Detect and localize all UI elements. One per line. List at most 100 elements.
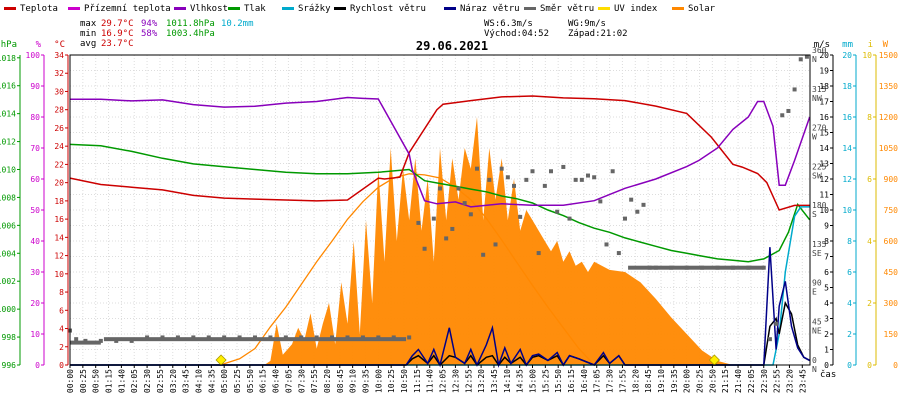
info-ws: WS:6.3m/s — [484, 19, 533, 29]
direction-compass-label: SE — [812, 249, 822, 258]
axis-unit: mm — [842, 40, 853, 50]
wind-direction-point — [623, 216, 627, 221]
wind-direction-point — [561, 164, 566, 169]
direction-degree-label: 270 — [812, 124, 827, 133]
wind-direction-point — [499, 166, 504, 171]
axis-tick-label: 0 — [893, 361, 898, 370]
legend-item: Tlak — [228, 4, 266, 14]
direction-compass-label: N — [812, 55, 817, 64]
right-axis: mm 0 2 4 6 8 10 12 14 16 18 20 — [842, 40, 857, 370]
wind-direction-point — [416, 220, 421, 225]
x-tick-label: 12:30 — [451, 369, 460, 393]
x-tick-label: 01:40 — [117, 369, 126, 393]
axis-tick-label: 1000 — [0, 305, 16, 314]
axis-tick-label: 4 — [824, 299, 829, 308]
x-tick-label: 02:55 — [156, 369, 165, 393]
x-tick-label: 15:50 — [554, 369, 563, 393]
axis-tick-label: 998 — [2, 333, 17, 342]
wind-direction-point — [487, 177, 492, 182]
legend-item: Srážky — [282, 4, 331, 14]
axis-tick-label: 26 — [54, 124, 64, 133]
wind-direction-point — [592, 175, 597, 180]
x-tick-label: 16:15 — [567, 369, 576, 393]
axis-tick-label: 14 — [842, 144, 852, 153]
axis-tick-label: 1008 — [0, 193, 16, 202]
axis-tick-label: 15 — [819, 129, 829, 138]
axis-tick-label: 2 — [59, 343, 64, 352]
legend-label: Přízemní teplota — [84, 4, 171, 14]
x-tick-label: 23:20 — [785, 369, 794, 393]
axis-unit: i — [868, 40, 873, 50]
wind-direction-point — [456, 186, 461, 191]
legend-item: UV index — [598, 4, 658, 14]
wind-direction-point — [468, 212, 473, 217]
axis-tick-label: 750 — [884, 206, 899, 215]
direction-compass-label: SW — [812, 171, 822, 180]
wind-direction-point — [598, 199, 603, 204]
axis-tick-label: 0 — [35, 361, 40, 370]
wind-direction-point — [512, 183, 516, 188]
right-axis: i 0 2 4 6 8 10 — [862, 40, 877, 370]
wind-direction-point — [792, 87, 797, 92]
legend-label: Solar — [688, 4, 716, 14]
legend-label: Vlhkost — [190, 4, 228, 14]
x-tick-label: 17:30 — [606, 369, 615, 393]
axis-tick-label: 10 — [819, 206, 829, 215]
axis-unit: % — [36, 40, 42, 50]
axis-tick-label: 1500 — [879, 51, 898, 60]
legend-label: Rychlost větru — [350, 4, 426, 14]
wind-direction-point — [438, 186, 442, 191]
stat-min-temp: 16.9°C — [101, 29, 134, 39]
wind-direction-point — [431, 216, 436, 221]
axis-tick-label: 6 — [867, 175, 872, 184]
x-tick-label: 20:00 — [683, 369, 692, 393]
axis-tick-label: 4 — [59, 325, 64, 334]
legend-swatch — [174, 7, 186, 10]
axis-tick-label: 8 — [867, 113, 872, 122]
wind-direction-point — [774, 321, 779, 326]
x-tick-label: 14:35 — [516, 369, 525, 393]
legend-item: Rychlost větru — [334, 4, 426, 14]
axis-tick-label: 17 — [819, 98, 829, 107]
axis-tick-label: 1350 — [879, 82, 898, 91]
x-tick-label: 07:30 — [297, 369, 306, 393]
axis-tick-label: 90 — [30, 82, 40, 91]
x-tick-label: 08:45 — [336, 369, 345, 393]
x-tick-label: 15:25 — [541, 369, 550, 393]
stat-avg-label: avg — [80, 39, 96, 49]
wind-direction-point — [407, 335, 412, 340]
direction-compass-label: NW — [812, 94, 822, 103]
wind-direction-point — [549, 169, 553, 174]
legend-label: Tlak — [244, 4, 266, 14]
chart-title: 29.06.2021 — [416, 39, 488, 53]
axis-tick-label: 3 — [824, 315, 829, 324]
x-tick-label: 07:55 — [310, 369, 319, 393]
x-tick-label: 06:40 — [272, 369, 281, 393]
wind-direction-point — [518, 214, 523, 219]
axis-tick-label: 14 — [819, 144, 829, 153]
wind-direction-point — [780, 113, 785, 118]
direction-layer — [68, 54, 809, 345]
direction-compass-label: S — [812, 210, 817, 219]
x-tick-label: 06:15 — [259, 369, 268, 393]
axis-unit: °C — [54, 40, 65, 50]
legend-item: Směr větru — [524, 4, 594, 14]
x-tick-label: 11:15 — [413, 369, 422, 393]
wind-direction-point — [444, 236, 449, 241]
wind-direction-point — [786, 108, 791, 113]
wind-direction-point — [579, 177, 584, 182]
axis-tick-label: 30 — [54, 87, 64, 96]
x-tick-label: 13:20 — [477, 369, 486, 393]
axis-tick-label: 4 — [867, 237, 872, 246]
axis-tick-label: 10 — [862, 51, 872, 60]
wind-direction-point — [804, 54, 809, 59]
wind-direction-point — [555, 209, 560, 214]
solar-area — [70, 117, 810, 365]
axis-tick-label: 20 — [54, 179, 64, 188]
x-tick-label: 01:15 — [105, 369, 114, 393]
wind-direction-point — [635, 209, 640, 214]
axis-tick-label: 996 — [2, 361, 17, 370]
